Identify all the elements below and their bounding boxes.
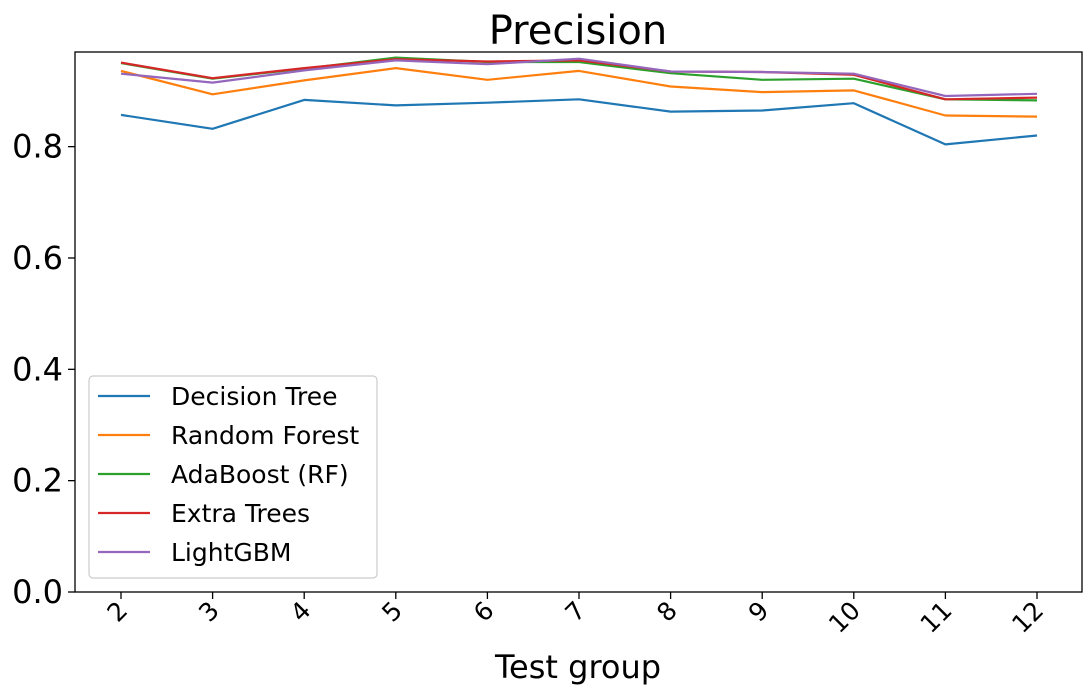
x-axis-label: Test group — [494, 648, 661, 686]
series-line-decision-tree — [120, 98, 1038, 146]
legend-label-random-forest: Random Forest — [171, 421, 359, 450]
series-line-random-forest — [120, 66, 1038, 118]
series-line-extra-trees — [120, 58, 1038, 101]
x-tick-label: 9 — [743, 596, 775, 628]
series-line-lightgbm — [120, 57, 1038, 98]
x-tick-label: 7 — [559, 596, 591, 628]
y-tick-label: 0.6 — [12, 239, 63, 277]
x-tick-label: 3 — [193, 596, 225, 628]
x-tick-label: 2 — [101, 596, 133, 628]
x-tick-label: 10 — [823, 596, 866, 639]
x-tick-label: 5 — [376, 596, 408, 628]
legend: Decision Tree Random Forest AdaBoost (RF) E… — [88, 375, 378, 579]
x-tick-label: 8 — [651, 596, 683, 628]
y-tick-label: 0.8 — [12, 128, 63, 166]
chart-title: Precision — [489, 8, 667, 54]
series-line-adaboost-rf — [120, 56, 1038, 102]
x-tick-label: 12 — [1006, 596, 1049, 639]
x-axis: 2 3 4 5 6 7 8 9 10 11 12 — [101, 592, 1049, 639]
x-tick-label: 4 — [285, 596, 317, 628]
legend-label-adaboost-rf: AdaBoost (RF) — [171, 460, 349, 489]
y-tick-label: 0.0 — [12, 573, 63, 611]
y-tick-label: 0.4 — [12, 350, 63, 388]
plot-lines — [120, 56, 1038, 146]
x-tick-label: 6 — [468, 596, 500, 628]
legend-label-extra-trees: Extra Trees — [171, 499, 310, 528]
y-axis: 0.0 0.2 0.4 0.6 0.8 — [12, 128, 75, 611]
legend-label-lightgbm: LightGBM — [171, 538, 291, 567]
legend-box — [88, 375, 378, 579]
y-tick-label: 0.2 — [12, 462, 63, 500]
x-tick-label: 11 — [915, 596, 958, 639]
legend-label-decision-tree: Decision Tree — [171, 382, 337, 411]
